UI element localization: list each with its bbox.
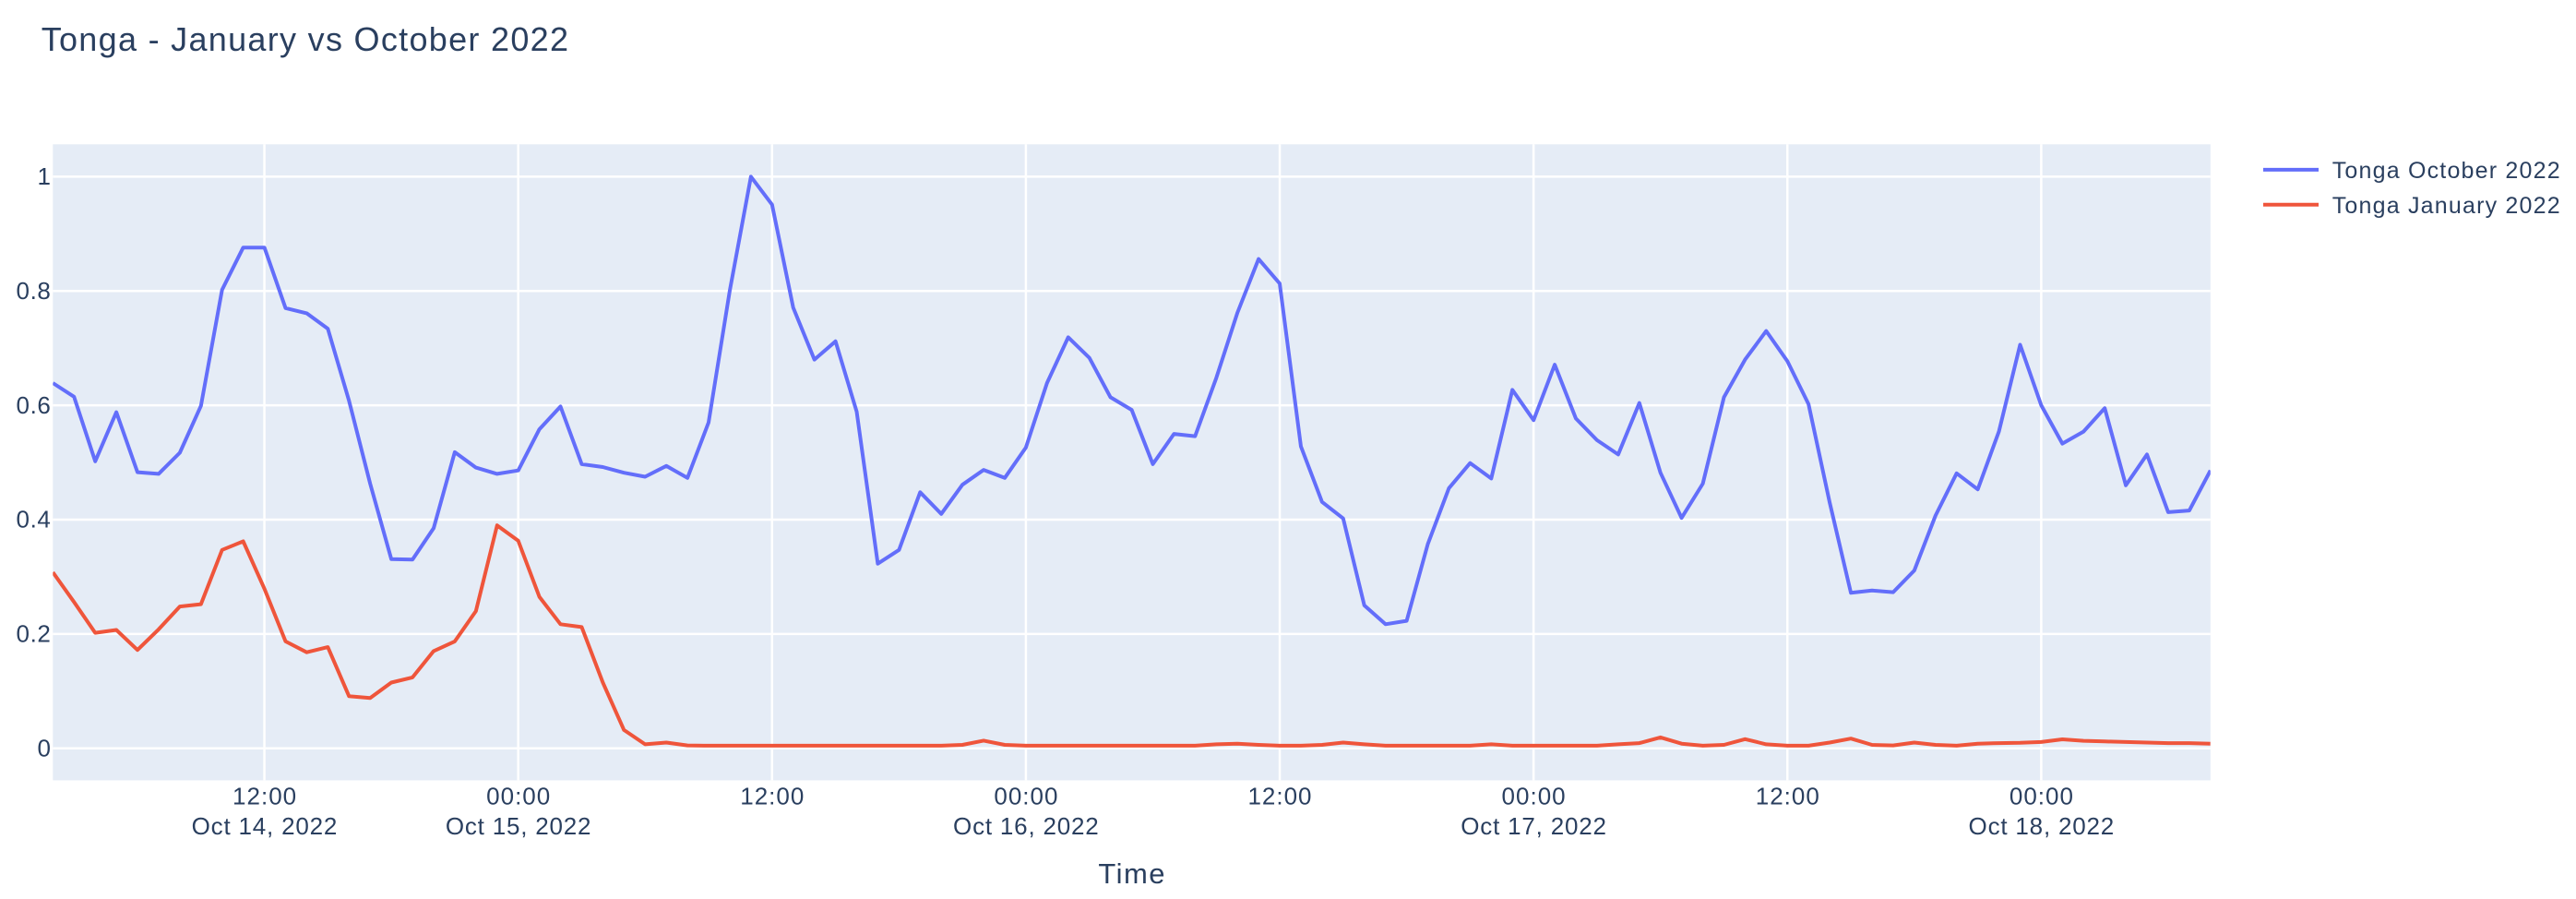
svg-text:Oct 14, 2022: Oct 14, 2022: [192, 812, 338, 840]
svg-text:Oct 18, 2022: Oct 18, 2022: [1969, 812, 2115, 840]
svg-text:12:00: 12:00: [1247, 783, 1312, 810]
svg-text:00:00: 00:00: [2010, 783, 2074, 810]
svg-text:00:00: 00:00: [1502, 783, 1567, 810]
svg-text:0.4: 0.4: [17, 506, 52, 533]
svg-text:12:00: 12:00: [740, 783, 805, 810]
svg-text:Oct 15, 2022: Oct 15, 2022: [446, 812, 591, 840]
svg-text:00:00: 00:00: [486, 783, 551, 810]
svg-text:0.8: 0.8: [17, 277, 52, 305]
svg-text:Time: Time: [1098, 857, 1166, 890]
svg-text:Tonga - January vs October 202: Tonga - January vs October 2022: [42, 20, 570, 58]
svg-text:Tonga October 2022: Tonga October 2022: [2332, 158, 2561, 184]
svg-text:12:00: 12:00: [233, 783, 297, 810]
svg-text:0.2: 0.2: [17, 620, 52, 648]
svg-text:00:00: 00:00: [994, 783, 1058, 810]
svg-text:1: 1: [37, 162, 51, 190]
svg-text:0: 0: [37, 734, 51, 761]
svg-text:Tonga January 2022: Tonga January 2022: [2332, 193, 2561, 219]
svg-text:Oct 17, 2022: Oct 17, 2022: [1461, 812, 1606, 840]
svg-text:12:00: 12:00: [1756, 783, 1820, 810]
svg-text:Oct 16, 2022: Oct 16, 2022: [953, 812, 1099, 840]
svg-text:0.6: 0.6: [17, 391, 52, 419]
